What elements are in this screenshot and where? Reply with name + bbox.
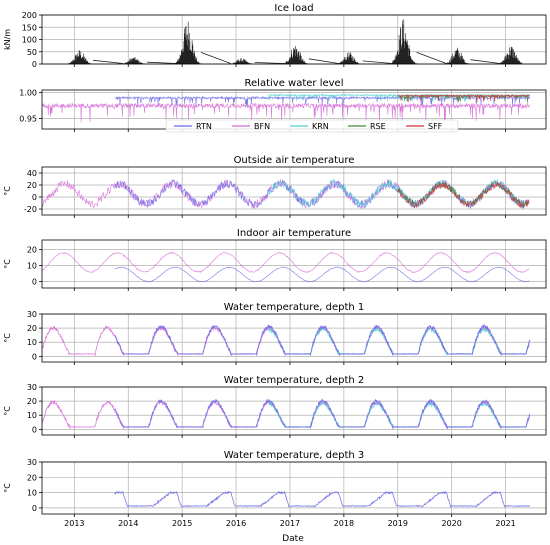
- y-tick-label: 0: [32, 352, 37, 361]
- y-tick-label: 0: [32, 60, 37, 69]
- legend-label-rtn: RTN: [196, 122, 212, 131]
- series-bfn: [42, 325, 531, 357]
- y-axis-label: °C: [3, 483, 12, 493]
- plot-area: [42, 398, 531, 430]
- y-tick-label: 100: [22, 36, 37, 45]
- panel-title: Indoor air temperature: [237, 228, 351, 239]
- x-tick-label: 2015: [172, 519, 192, 528]
- panel-title: Water temperature, depth 1: [224, 302, 365, 313]
- y-tick-label: 0.95: [19, 115, 37, 124]
- y-tick-label: 10: [27, 489, 37, 498]
- series-krn: [268, 93, 530, 103]
- y-tick-label: 10: [27, 338, 37, 347]
- plot-area: [42, 93, 531, 124]
- panel-5: Water temperature, depth 1 0 10 20 30 °C: [3, 302, 547, 365]
- y-tick-label: 20: [27, 473, 37, 482]
- panel-2: Relative water level 0.95 1.00 RTN BFN KRN RSE…: [19, 78, 547, 133]
- y-tick-label: 0: [32, 278, 37, 287]
- y-axis-label: °C: [3, 406, 12, 416]
- series-bfn: [42, 251, 530, 274]
- panel-title: Outside air temperature: [234, 155, 355, 166]
- plot-area: [67, 19, 526, 64]
- series-ice-load: [67, 19, 526, 64]
- y-tick-label: 50: [27, 48, 37, 57]
- series-sff: [397, 93, 530, 103]
- y-tick-label: 20: [27, 397, 37, 406]
- panel-title: Water temperature, depth 2: [224, 375, 365, 386]
- y-tick-label: 30: [27, 310, 37, 319]
- y-tick-label: 30: [27, 383, 37, 392]
- y-tick-label: 0: [32, 504, 37, 513]
- y-tick-label: 40: [27, 169, 37, 178]
- y-axis-label: °C: [3, 186, 12, 196]
- panel-4: Indoor air temperature 0 10 20 °C: [3, 228, 547, 291]
- y-tick-label: 150: [22, 23, 37, 32]
- y-tick-label: 0: [32, 425, 37, 434]
- x-axis-label: Date: [282, 534, 304, 544]
- legend-label-bfn: BFN: [254, 122, 270, 131]
- series-sff: [397, 181, 530, 209]
- y-tick-label: 10: [27, 411, 37, 420]
- series-bfn: [42, 399, 531, 430]
- panel-title: Ice load: [274, 3, 313, 14]
- y-tick-label: 0: [32, 193, 37, 202]
- panel-7: Water temperature, depth 3 0 10 20 30 °C: [3, 450, 547, 517]
- y-tick-label: 1.00: [19, 89, 37, 98]
- series-rtn: [114, 398, 531, 430]
- axes-frame: [41, 239, 547, 289]
- y-tick-label: 30: [27, 458, 37, 467]
- panel-title: Relative water level: [245, 78, 344, 89]
- y-tick-label: 10: [27, 262, 37, 271]
- panel-title: Water temperature, depth 3: [224, 450, 365, 461]
- x-tick-label: 2019: [388, 519, 408, 528]
- y-axis-label: kN/m: [3, 29, 12, 50]
- panel-3: Outside air temperature -20 0 20 40 °C: [3, 155, 547, 218]
- plot-area: [42, 323, 531, 357]
- y-tick-label: -20: [24, 205, 37, 214]
- x-tick-label: 2021: [495, 519, 515, 528]
- x-tick-label: 2020: [441, 519, 461, 528]
- legend-box: [165, 119, 459, 133]
- plot-area: [42, 178, 530, 210]
- panel-1: Ice load 0 50 100 150 200 kN/m: [3, 3, 547, 69]
- axes-frame: [41, 461, 547, 515]
- x-tick-label: 2017: [280, 519, 300, 528]
- series-rtn: [114, 490, 531, 509]
- series-rtn: [114, 266, 530, 283]
- y-axis-label: °C: [3, 333, 12, 343]
- legend-label-krn: KRN: [312, 122, 329, 131]
- legend-label-sff: SFF: [428, 122, 443, 131]
- plot-area: [42, 251, 530, 283]
- x-tick-label: 2013: [64, 519, 84, 528]
- y-tick-label: 200: [22, 11, 37, 20]
- axes-frame: [41, 313, 547, 363]
- x-tick-label: 2014: [118, 519, 138, 528]
- x-axis: 2013 2014 2015 2016 2017 2018 2019 2020 2021: [64, 519, 516, 528]
- axes-frame: [41, 166, 547, 216]
- legend: RTN BFN KRN RSE SFF: [165, 119, 459, 133]
- x-tick-label: 2016: [226, 519, 246, 528]
- plot-area: [114, 490, 531, 509]
- x-tick-label: 2018: [334, 519, 354, 528]
- series-ice-load-decay: [93, 52, 501, 64]
- y-axis-label: °C: [3, 259, 12, 269]
- legend-label-rse: RSE: [370, 122, 386, 131]
- y-tick-label: 20: [27, 324, 37, 333]
- axes-frame: [41, 386, 547, 436]
- series-bfn: [42, 102, 531, 124]
- series-rtn: [114, 323, 531, 357]
- y-tick-label: 20: [27, 181, 37, 190]
- panel-6: Water temperature, depth 2 0 10 20 30 °C: [3, 375, 547, 438]
- y-tick-label: 20: [27, 246, 37, 255]
